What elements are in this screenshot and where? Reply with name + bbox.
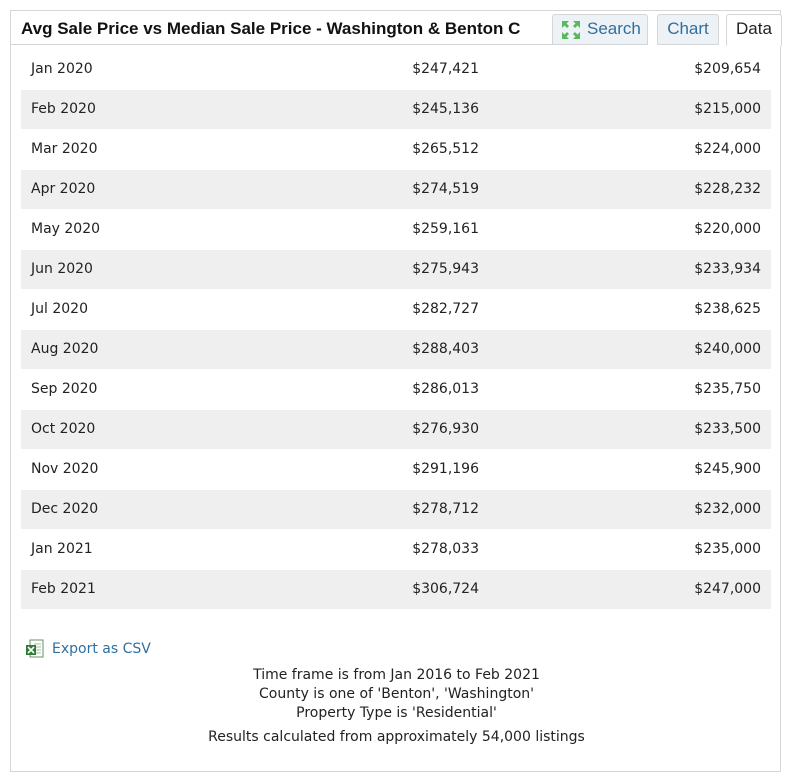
month-cell: Dec 2020	[31, 501, 99, 517]
export-csv-label: Export as CSV	[52, 641, 151, 657]
median-price-cell: $232,000	[694, 501, 761, 517]
avg-price-cell: $275,943	[412, 261, 479, 277]
panel-header: Avg Sale Price vs Median Sale Price - Wa…	[11, 11, 782, 46]
table-row: Sep 2020 $286,013 $235,750	[21, 369, 771, 409]
property-type-note: Property Type is 'Residential'	[296, 705, 497, 721]
table-row: Feb 2020 $245,136 $215,000	[21, 89, 771, 129]
tab-chart[interactable]: Chart	[657, 14, 719, 45]
table-row: May 2020 $259,161 $220,000	[21, 209, 771, 249]
month-cell: Apr 2020	[31, 181, 96, 197]
median-price-cell: $240,000	[694, 341, 761, 357]
avg-price-cell: $278,712	[412, 501, 479, 517]
results-note: Results calculated from approximately 54…	[208, 729, 585, 745]
avg-price-cell: $259,161	[412, 221, 479, 237]
table-row: Oct 2020 $276,930 $233,500	[21, 409, 771, 449]
avg-price-cell: $286,013	[412, 381, 479, 397]
avg-price-cell: $247,421	[412, 61, 479, 77]
query-notes: Time frame is from Jan 2016 to Feb 2021 …	[11, 666, 782, 747]
excel-file-icon	[26, 639, 44, 658]
tab-search[interactable]: Search	[552, 14, 648, 45]
avg-price-cell: $245,136	[412, 101, 479, 117]
table-row: Nov 2020 $291,196 $245,900	[21, 449, 771, 489]
month-cell: Jun 2020	[31, 261, 93, 277]
median-price-cell: $224,000	[694, 141, 761, 157]
month-cell: May 2020	[31, 221, 101, 237]
avg-price-cell: $306,724	[412, 581, 479, 597]
avg-price-cell: $276,930	[412, 421, 479, 437]
median-price-cell: $245,900	[694, 461, 761, 477]
data-panel: Avg Sale Price vs Median Sale Price - Wa…	[10, 10, 782, 772]
month-cell: Aug 2020	[31, 341, 99, 357]
county-note: County is one of 'Benton', 'Washington'	[259, 686, 534, 702]
tab-data[interactable]: Data	[726, 14, 782, 46]
month-cell: Jul 2020	[31, 301, 88, 317]
tab-search-label: Search	[587, 19, 641, 38]
month-cell: Jan 2020	[31, 61, 93, 77]
month-cell: Oct 2020	[31, 421, 96, 437]
month-cell: Sep 2020	[31, 381, 98, 397]
avg-price-cell: $274,519	[412, 181, 479, 197]
median-price-cell: $247,000	[694, 581, 761, 597]
median-price-cell: $238,625	[694, 301, 761, 317]
table-row: Jul 2020 $282,727 $238,625	[21, 289, 771, 329]
table-row: Jun 2020 $275,943 $233,934	[21, 249, 771, 289]
data-table: Jan 2020 $247,421 $209,654 Feb 2020 $245,136…	[21, 49, 771, 609]
avg-price-cell: $288,403	[412, 341, 479, 357]
month-cell: Nov 2020	[31, 461, 99, 477]
table-row: Jan 2020 $247,421 $209,654	[21, 49, 771, 89]
table-row: Dec 2020 $278,712 $232,000	[21, 489, 771, 529]
month-cell: Mar 2020	[31, 141, 98, 157]
median-price-cell: $209,654	[694, 61, 761, 77]
median-price-cell: $215,000	[694, 101, 761, 117]
avg-price-cell: $265,512	[412, 141, 479, 157]
expand-arrows-icon	[562, 21, 580, 39]
median-price-cell: $235,750	[694, 381, 761, 397]
table-row: Apr 2020 $274,519 $228,232	[21, 169, 771, 209]
timeframe-note: Time frame is from Jan 2016 to Feb 2021	[253, 667, 540, 683]
avg-price-cell: $291,196	[412, 461, 479, 477]
table-row: Jan 2021 $278,033 $235,000	[21, 529, 771, 569]
table-row: Feb 2021 $306,724 $247,000	[21, 569, 771, 609]
header-divider	[11, 44, 552, 45]
avg-price-cell: $282,727	[412, 301, 479, 317]
avg-price-cell: $278,033	[412, 541, 479, 557]
table-row: Mar 2020 $265,512 $224,000	[21, 129, 771, 169]
month-cell: Feb 2021	[31, 581, 96, 597]
month-cell: Jan 2021	[31, 541, 93, 557]
table-row: Aug 2020 $288,403 $240,000	[21, 329, 771, 369]
median-price-cell: $233,934	[694, 261, 761, 277]
median-price-cell: $235,000	[694, 541, 761, 557]
month-cell: Feb 2020	[31, 101, 96, 117]
median-price-cell: $228,232	[694, 181, 761, 197]
page-title: Avg Sale Price vs Median Sale Price - Wa…	[21, 19, 521, 38]
median-price-cell: $233,500	[694, 421, 761, 437]
median-price-cell: $220,000	[694, 221, 761, 237]
